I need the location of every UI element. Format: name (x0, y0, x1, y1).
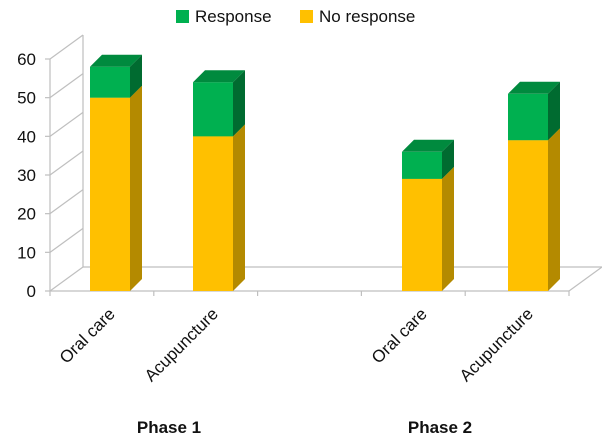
y-gridline-slant (49, 189, 84, 215)
bar-response-side (233, 70, 245, 137)
legend-swatch-response (176, 10, 189, 23)
group-label: Phase 2 (408, 418, 472, 437)
bar-no-response-side (548, 128, 560, 291)
bar-response-side (442, 139, 454, 179)
y-gridline-slant (49, 227, 84, 253)
category-label: Oral care (368, 304, 431, 367)
legend-swatch-no-response (300, 10, 313, 23)
bar-no-response-front (193, 136, 233, 291)
y-gridline-slant (49, 73, 84, 99)
bar-no-response-front (402, 178, 442, 291)
bar-response-top (193, 70, 245, 83)
y-tick-label: 50 (17, 89, 36, 108)
bar-response-top (90, 54, 142, 67)
y-tick-label: 40 (17, 127, 36, 146)
group-label: Phase 1 (137, 418, 201, 437)
bar-no-response-front (90, 97, 130, 292)
bar-response-front (90, 66, 130, 98)
category-label: Oral care (56, 304, 119, 367)
bar-no-response-side (233, 124, 245, 291)
bar-response-front (193, 82, 233, 137)
legend-label-no-response: No response (319, 7, 415, 26)
bar-response-side (548, 81, 560, 141)
y-gridline-slant (49, 111, 84, 137)
chart-bars (90, 54, 560, 292)
category-label: Acupuncture (141, 304, 222, 385)
chart-labels: Oral care Acupuncture Oral care Acupuncture… (56, 304, 537, 437)
chart-axes: 0 10 20 30 40 50 60 (17, 34, 602, 301)
floor-right-edge (568, 266, 602, 292)
bar-response-top (402, 139, 454, 152)
y-gridline-slant (49, 34, 84, 60)
category-label: Acupuncture (456, 304, 537, 385)
bar-no-response-side (442, 166, 454, 291)
y-tick-label: 60 (17, 50, 36, 69)
bar-response-front (402, 151, 442, 179)
bar-no-response-front (508, 140, 548, 291)
legend: Response No response (176, 7, 415, 26)
bar-response-front (508, 93, 548, 141)
legend-label-response: Response (195, 7, 272, 26)
y-tick-label: 10 (17, 243, 36, 262)
bar-response-top (508, 81, 560, 94)
y-tick-label: 20 (17, 205, 36, 224)
y-tick-label: 30 (17, 166, 36, 185)
bar-no-response-side (130, 85, 142, 292)
y-gridline-slant (49, 266, 84, 292)
y-gridline-slant (49, 150, 84, 176)
bar-response-side (130, 54, 142, 98)
y-tick-label: 0 (27, 282, 36, 301)
